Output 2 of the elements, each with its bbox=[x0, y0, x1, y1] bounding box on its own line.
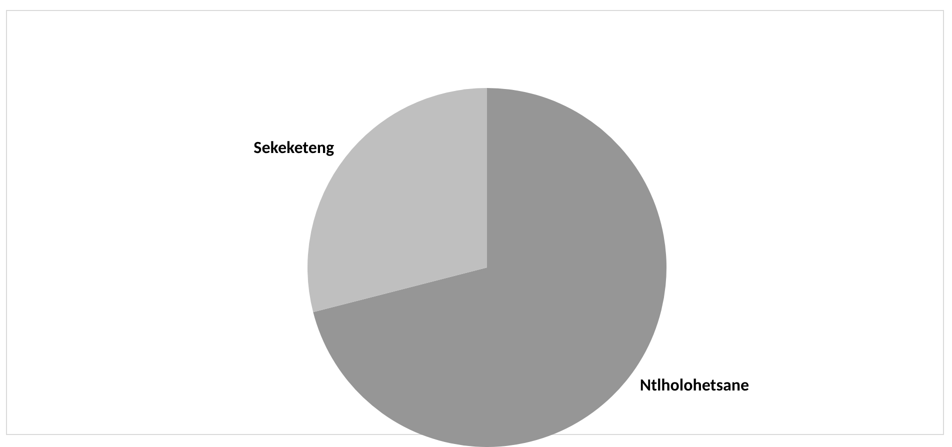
slice-label: Ntlholohetsane bbox=[640, 374, 750, 396]
slice-label: Sekeketeng bbox=[254, 137, 334, 158]
